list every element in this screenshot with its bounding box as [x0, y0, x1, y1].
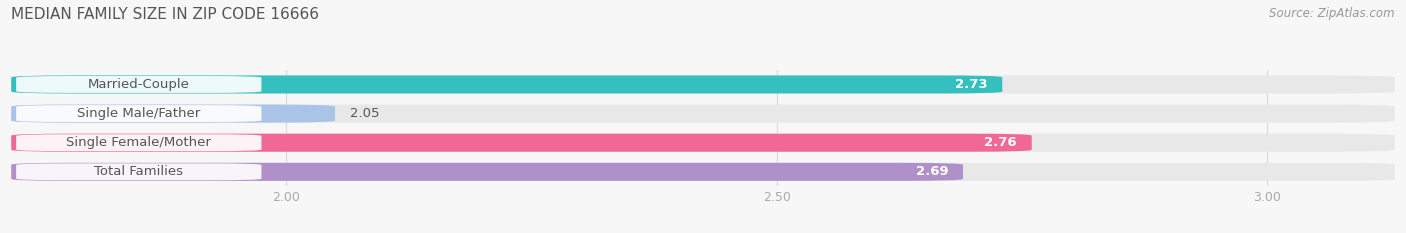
FancyBboxPatch shape	[11, 105, 335, 123]
FancyBboxPatch shape	[11, 75, 1395, 93]
Text: 2.05: 2.05	[350, 107, 380, 120]
FancyBboxPatch shape	[11, 105, 1395, 123]
Text: Single Male/Father: Single Male/Father	[77, 107, 201, 120]
FancyBboxPatch shape	[15, 134, 262, 151]
Text: 2.76: 2.76	[984, 136, 1017, 149]
FancyBboxPatch shape	[11, 75, 1002, 93]
FancyBboxPatch shape	[11, 134, 1032, 152]
Text: Total Families: Total Families	[94, 165, 183, 178]
Text: MEDIAN FAMILY SIZE IN ZIP CODE 16666: MEDIAN FAMILY SIZE IN ZIP CODE 16666	[11, 7, 319, 22]
FancyBboxPatch shape	[11, 134, 1395, 152]
Text: Single Female/Mother: Single Female/Mother	[66, 136, 211, 149]
FancyBboxPatch shape	[15, 76, 262, 93]
FancyBboxPatch shape	[15, 163, 262, 180]
Text: 2.73: 2.73	[955, 78, 987, 91]
FancyBboxPatch shape	[11, 163, 963, 181]
Text: 2.69: 2.69	[915, 165, 948, 178]
Text: Married-Couple: Married-Couple	[87, 78, 190, 91]
Text: Source: ZipAtlas.com: Source: ZipAtlas.com	[1270, 7, 1395, 20]
FancyBboxPatch shape	[15, 105, 262, 122]
FancyBboxPatch shape	[11, 163, 1395, 181]
